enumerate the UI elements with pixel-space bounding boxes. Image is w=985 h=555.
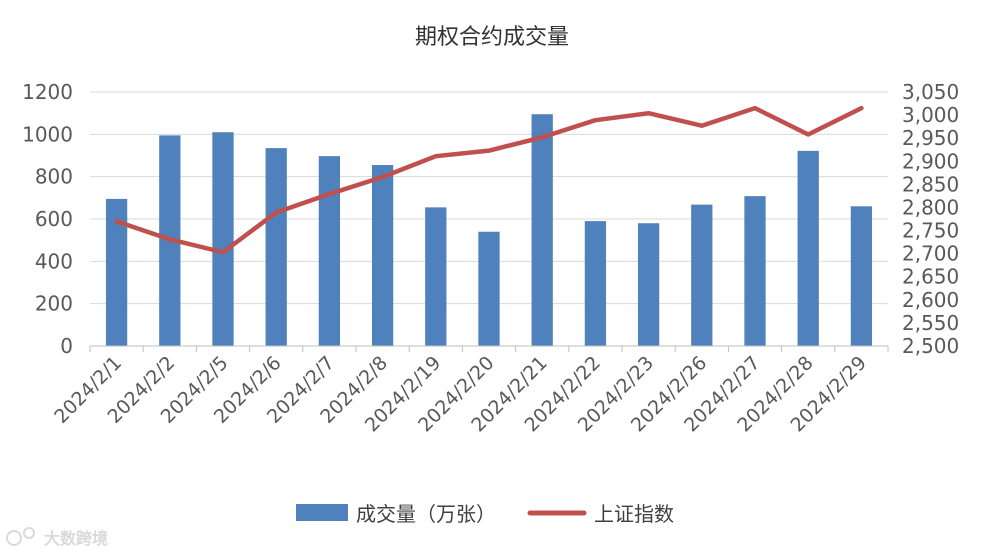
bar: [318, 156, 341, 346]
left-tick-label: 800: [35, 165, 73, 189]
right-axis: 2,5002,5502,6002,6502,7002,7502,8002,850…: [902, 80, 959, 358]
bar: [744, 196, 766, 346]
watermark-text: 大数跨境: [44, 529, 108, 548]
right-tick-label: 2,950: [902, 126, 959, 150]
left-tick-label: 1200: [22, 80, 73, 104]
right-tick-label: 2,700: [902, 242, 959, 266]
right-tick-label: 2,850: [902, 172, 959, 196]
legend: 成交量（万张） 上证指数: [296, 502, 674, 526]
bar: [797, 150, 819, 346]
legend-swatch-volume: [296, 504, 348, 521]
right-tick-label: 2,800: [902, 195, 959, 219]
line-series: [114, 105, 864, 255]
left-tick-label: 600: [35, 207, 73, 231]
chart-title: 期权合约成交量: [415, 25, 569, 50]
left-tick-label: 1000: [22, 122, 73, 146]
bar: [850, 206, 873, 346]
bar: [478, 231, 500, 346]
right-tick-label: 2,750: [902, 219, 959, 243]
logo-icon: [6, 527, 35, 546]
bar: [637, 223, 660, 346]
bar-series: [105, 114, 873, 346]
right-tick-label: 2,600: [902, 288, 959, 312]
bar: [531, 114, 553, 346]
right-tick-label: 3,000: [902, 103, 959, 127]
legend-label-index: 上证指数: [594, 502, 674, 526]
watermark: 大数跨境: [6, 527, 108, 548]
right-tick-label: 2,650: [902, 265, 959, 289]
left-tick-label: 400: [35, 249, 73, 273]
x-axis: 2024/2/12024/2/22024/2/52024/2/62024/2/7…: [50, 346, 889, 436]
bar: [212, 132, 234, 346]
bar: [371, 165, 394, 346]
bar: [584, 221, 607, 346]
bar: [105, 198, 128, 346]
right-tick-label: 2,500: [902, 334, 959, 358]
left-axis: 0 200 400 600 800 1000 1200: [22, 80, 73, 358]
bar: [691, 204, 713, 346]
bar: [425, 207, 447, 346]
bar: [265, 148, 287, 346]
right-tick-label: 2,900: [902, 149, 959, 173]
right-tick-label: 2,550: [902, 311, 959, 335]
left-tick-label: 0: [60, 334, 73, 358]
left-tick-label: 200: [35, 292, 73, 316]
right-tick-label: 3,050: [902, 80, 959, 104]
legend-label-volume: 成交量（万张）: [356, 502, 496, 526]
